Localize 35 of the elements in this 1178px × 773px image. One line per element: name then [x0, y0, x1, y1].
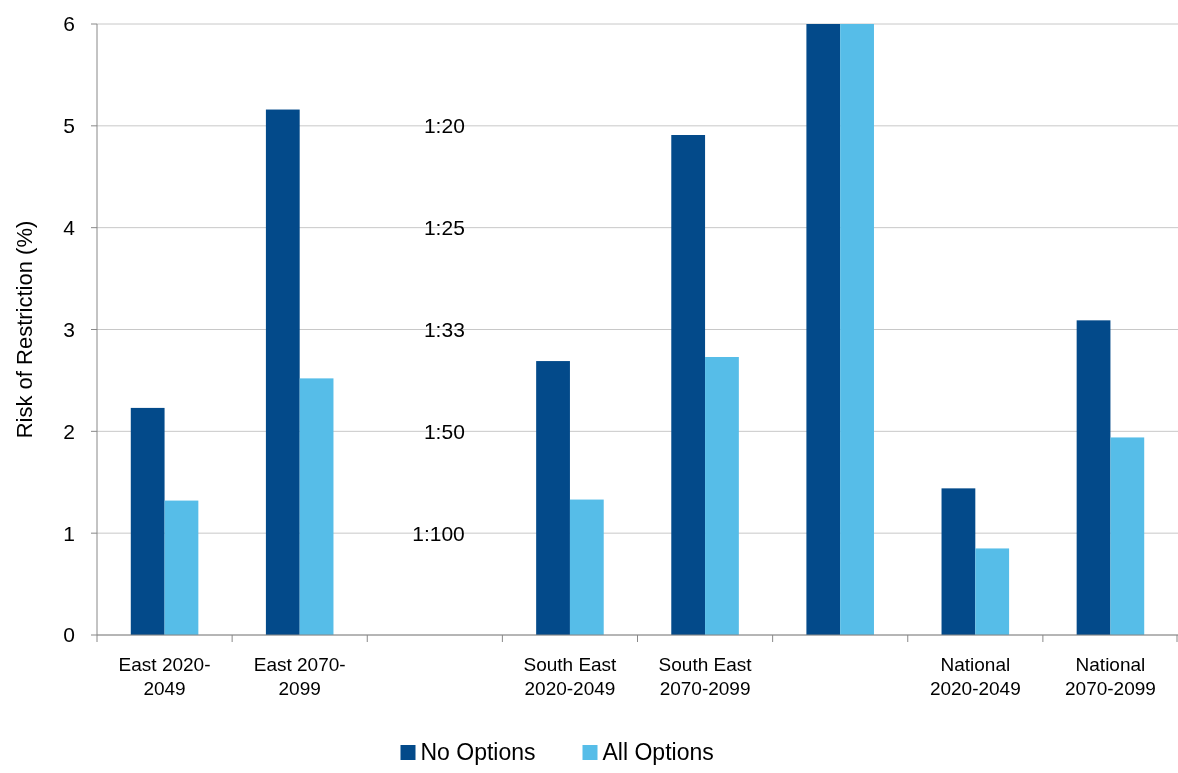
bar — [840, 24, 874, 635]
annotation: 1:50 — [423, 419, 465, 443]
y-axis-title: Risk of Restriction (%) — [12, 220, 37, 439]
annotation: 1:25 — [423, 216, 465, 240]
x-tick-label: East 2020-2049 — [118, 654, 211, 699]
x-tick-label: South East 2020-2049 — [523, 654, 618, 699]
bar — [671, 135, 706, 635]
x-tick-label: South East 2070-2099 — [658, 654, 753, 699]
bar — [1076, 320, 1111, 635]
bar — [299, 378, 334, 635]
bar — [569, 499, 604, 635]
y-tick-label: 6 — [63, 12, 75, 36]
annotation: 1:33 — [423, 317, 465, 341]
y-tick-label: 0 — [63, 623, 75, 647]
x-tick-label: National 2070-2099 — [1065, 654, 1156, 699]
bar — [130, 407, 165, 635]
annotation: 1:100 — [412, 521, 465, 545]
bar — [1110, 437, 1145, 635]
bar — [536, 361, 570, 635]
bar — [705, 357, 739, 635]
y-tick-label: 5 — [63, 114, 75, 138]
annotation: 1:20 — [423, 114, 465, 138]
x-tick-label: National 2020-2049 — [929, 654, 1021, 699]
bar — [265, 109, 300, 635]
y-tick-label: 1 — [63, 521, 75, 545]
y-tick-label: 4 — [63, 216, 76, 240]
legend-label: All Options — [602, 739, 714, 765]
legend-label: No Options — [420, 739, 536, 765]
bar — [806, 24, 841, 635]
bar — [164, 500, 199, 635]
x-tick-label: East 2070-2099 — [253, 654, 346, 699]
bar — [975, 548, 1010, 635]
y-tick-label: 2 — [63, 419, 75, 443]
y-tick-label: 3 — [63, 317, 75, 341]
bar — [941, 488, 976, 635]
